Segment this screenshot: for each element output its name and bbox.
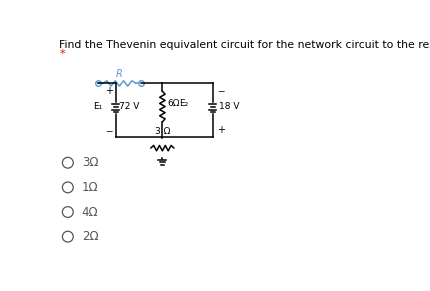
Text: *: * xyxy=(59,49,65,59)
Text: R: R xyxy=(116,69,123,79)
Text: 18 V: 18 V xyxy=(218,102,239,111)
Text: Find the Thevenin equivalent circuit for the network circuit to the resistor R 1: Find the Thevenin equivalent circuit for… xyxy=(59,40,430,49)
Text: 3 Ω: 3 Ω xyxy=(154,127,170,136)
Text: +: + xyxy=(104,86,113,96)
Text: +: + xyxy=(216,125,224,135)
Text: E₂: E₂ xyxy=(179,99,188,108)
Text: −: − xyxy=(105,126,112,135)
Text: 2Ω: 2Ω xyxy=(82,230,98,243)
Text: 72 V: 72 V xyxy=(119,102,139,111)
Text: 1Ω: 1Ω xyxy=(82,181,98,194)
Text: E₁: E₁ xyxy=(92,102,101,111)
Text: 4Ω: 4Ω xyxy=(82,205,98,219)
Text: −: − xyxy=(216,86,224,95)
Text: 3Ω: 3Ω xyxy=(82,156,98,169)
Text: 6Ω: 6Ω xyxy=(167,99,180,108)
